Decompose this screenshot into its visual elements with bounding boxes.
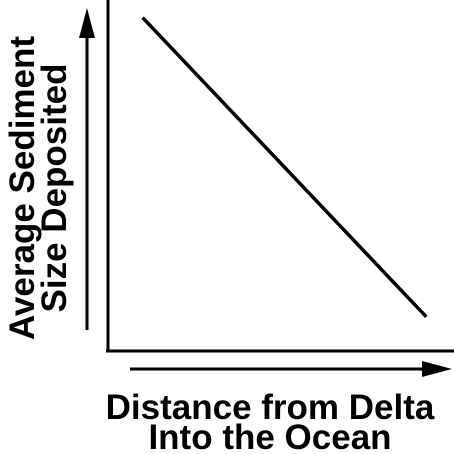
y-axis-label: Average Sediment Size Deposited	[3, 36, 74, 340]
x-axis-arrowhead	[422, 361, 452, 377]
x-axis-label: Distance from Delta Into the Ocean	[106, 388, 435, 454]
y-axis-arrowhead	[79, 8, 95, 38]
y-axis-label-line-1: Average Sediment	[3, 36, 42, 340]
x-axis-label-line-2: Into the Ocean	[148, 418, 391, 454]
x-axis-label-line-1: Distance from Delta	[106, 388, 435, 427]
y-axis-label-line-2: Size Deposited	[35, 64, 74, 313]
series-layer	[141, 16, 428, 319]
series-line-1	[141, 16, 428, 319]
